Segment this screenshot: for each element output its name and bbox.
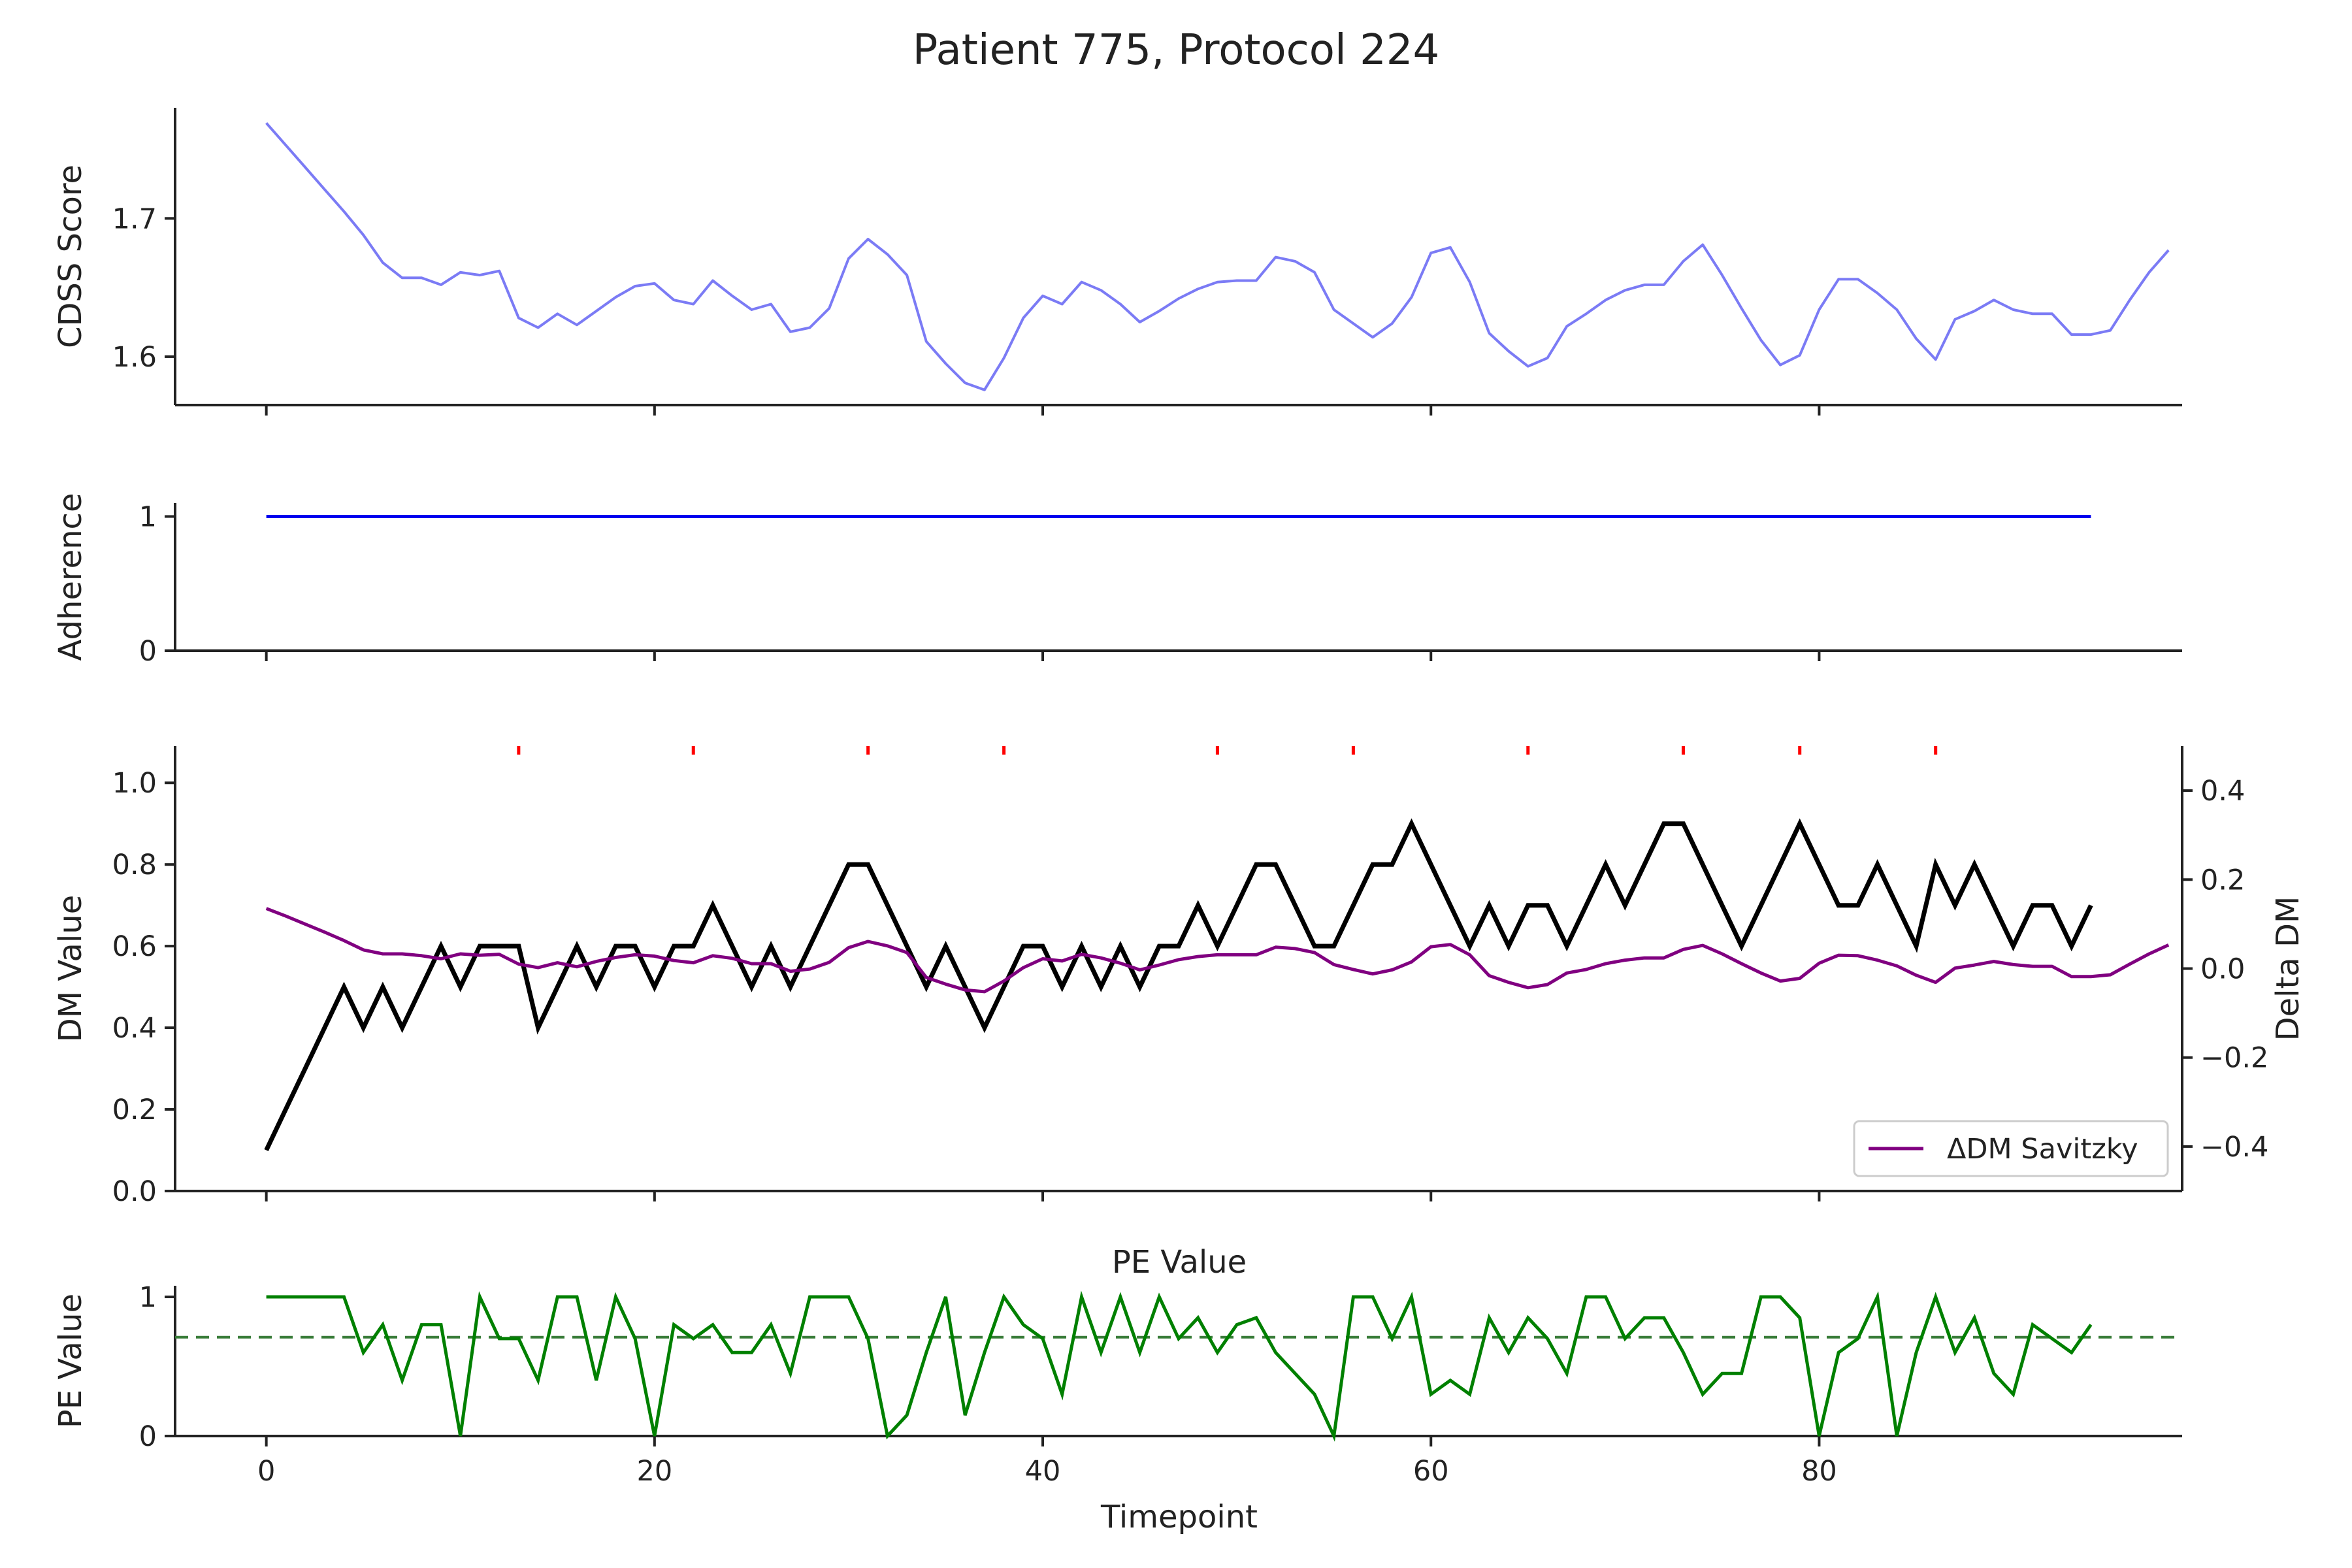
right-y-tick-label: −0.2 xyxy=(2200,1042,2268,1075)
legend: ΔDM Savitzky xyxy=(1853,1120,2169,1177)
y-tick-label: 0.2 xyxy=(112,1094,157,1126)
x-tick-label: 60 xyxy=(1413,1455,1449,1488)
cdss-score-panel: 1.6 1.7 CDSS Score xyxy=(52,108,2182,416)
right-y-axis-label: Delta DM xyxy=(2270,896,2306,1041)
x-tick-label: 20 xyxy=(636,1455,672,1488)
legend-box xyxy=(1853,1120,2169,1177)
pe-panel-title: PE Value xyxy=(1112,1244,1247,1281)
y-tick-label: 0.0 xyxy=(112,1175,157,1208)
y-tick-label: 0.6 xyxy=(112,930,157,963)
y-tick-label: 1.6 xyxy=(112,341,157,374)
right-y-tick-label: 0.4 xyxy=(2200,775,2245,808)
y-axis-label: CDSS Score xyxy=(52,165,89,348)
y-tick-label: 0.4 xyxy=(112,1012,157,1045)
right-y-tick-label: 0.0 xyxy=(2200,953,2245,986)
x-axis-label: Timepoint xyxy=(1100,1499,1258,1535)
dm-value-line xyxy=(264,818,2093,1152)
y-tick-label: 1.0 xyxy=(112,767,157,800)
x-tick-label: 0 xyxy=(257,1455,275,1488)
y-axis-label: PE Value xyxy=(52,1294,89,1428)
right-y-tick-label: −0.4 xyxy=(2200,1131,2268,1164)
delta-dm-line xyxy=(265,907,2170,994)
figure-title: Patient 775, Protocol 224 xyxy=(913,26,1439,74)
y-tick-label: 1.7 xyxy=(112,203,157,235)
y-tick-label: 0 xyxy=(139,1420,157,1453)
legend-label: ΔDM Savitzky xyxy=(1947,1133,2138,1166)
x-tick-label: 80 xyxy=(1801,1455,1837,1488)
y-tick-label: 0.8 xyxy=(112,849,157,881)
pe-value-line xyxy=(266,1290,2093,1442)
dm-value-panel: 0.0 0.2 0.4 0.6 0.8 1.0 DM Value −0.4 −0.2 0.0 0.2… xyxy=(52,746,2306,1208)
adherence-panel: 0 1 Adherence xyxy=(52,493,2182,668)
right-y-tick-label: 0.2 xyxy=(2200,864,2245,896)
cdss-score-line xyxy=(265,122,2170,391)
x-tick-label: 40 xyxy=(1025,1455,1061,1488)
y-tick-label: 1 xyxy=(139,501,157,534)
y-axis-label: DM Value xyxy=(52,895,89,1042)
y-axis-label: Adherence xyxy=(52,493,89,661)
y-tick-label: 0 xyxy=(139,635,157,668)
y-tick-label: 1 xyxy=(139,1281,157,1314)
